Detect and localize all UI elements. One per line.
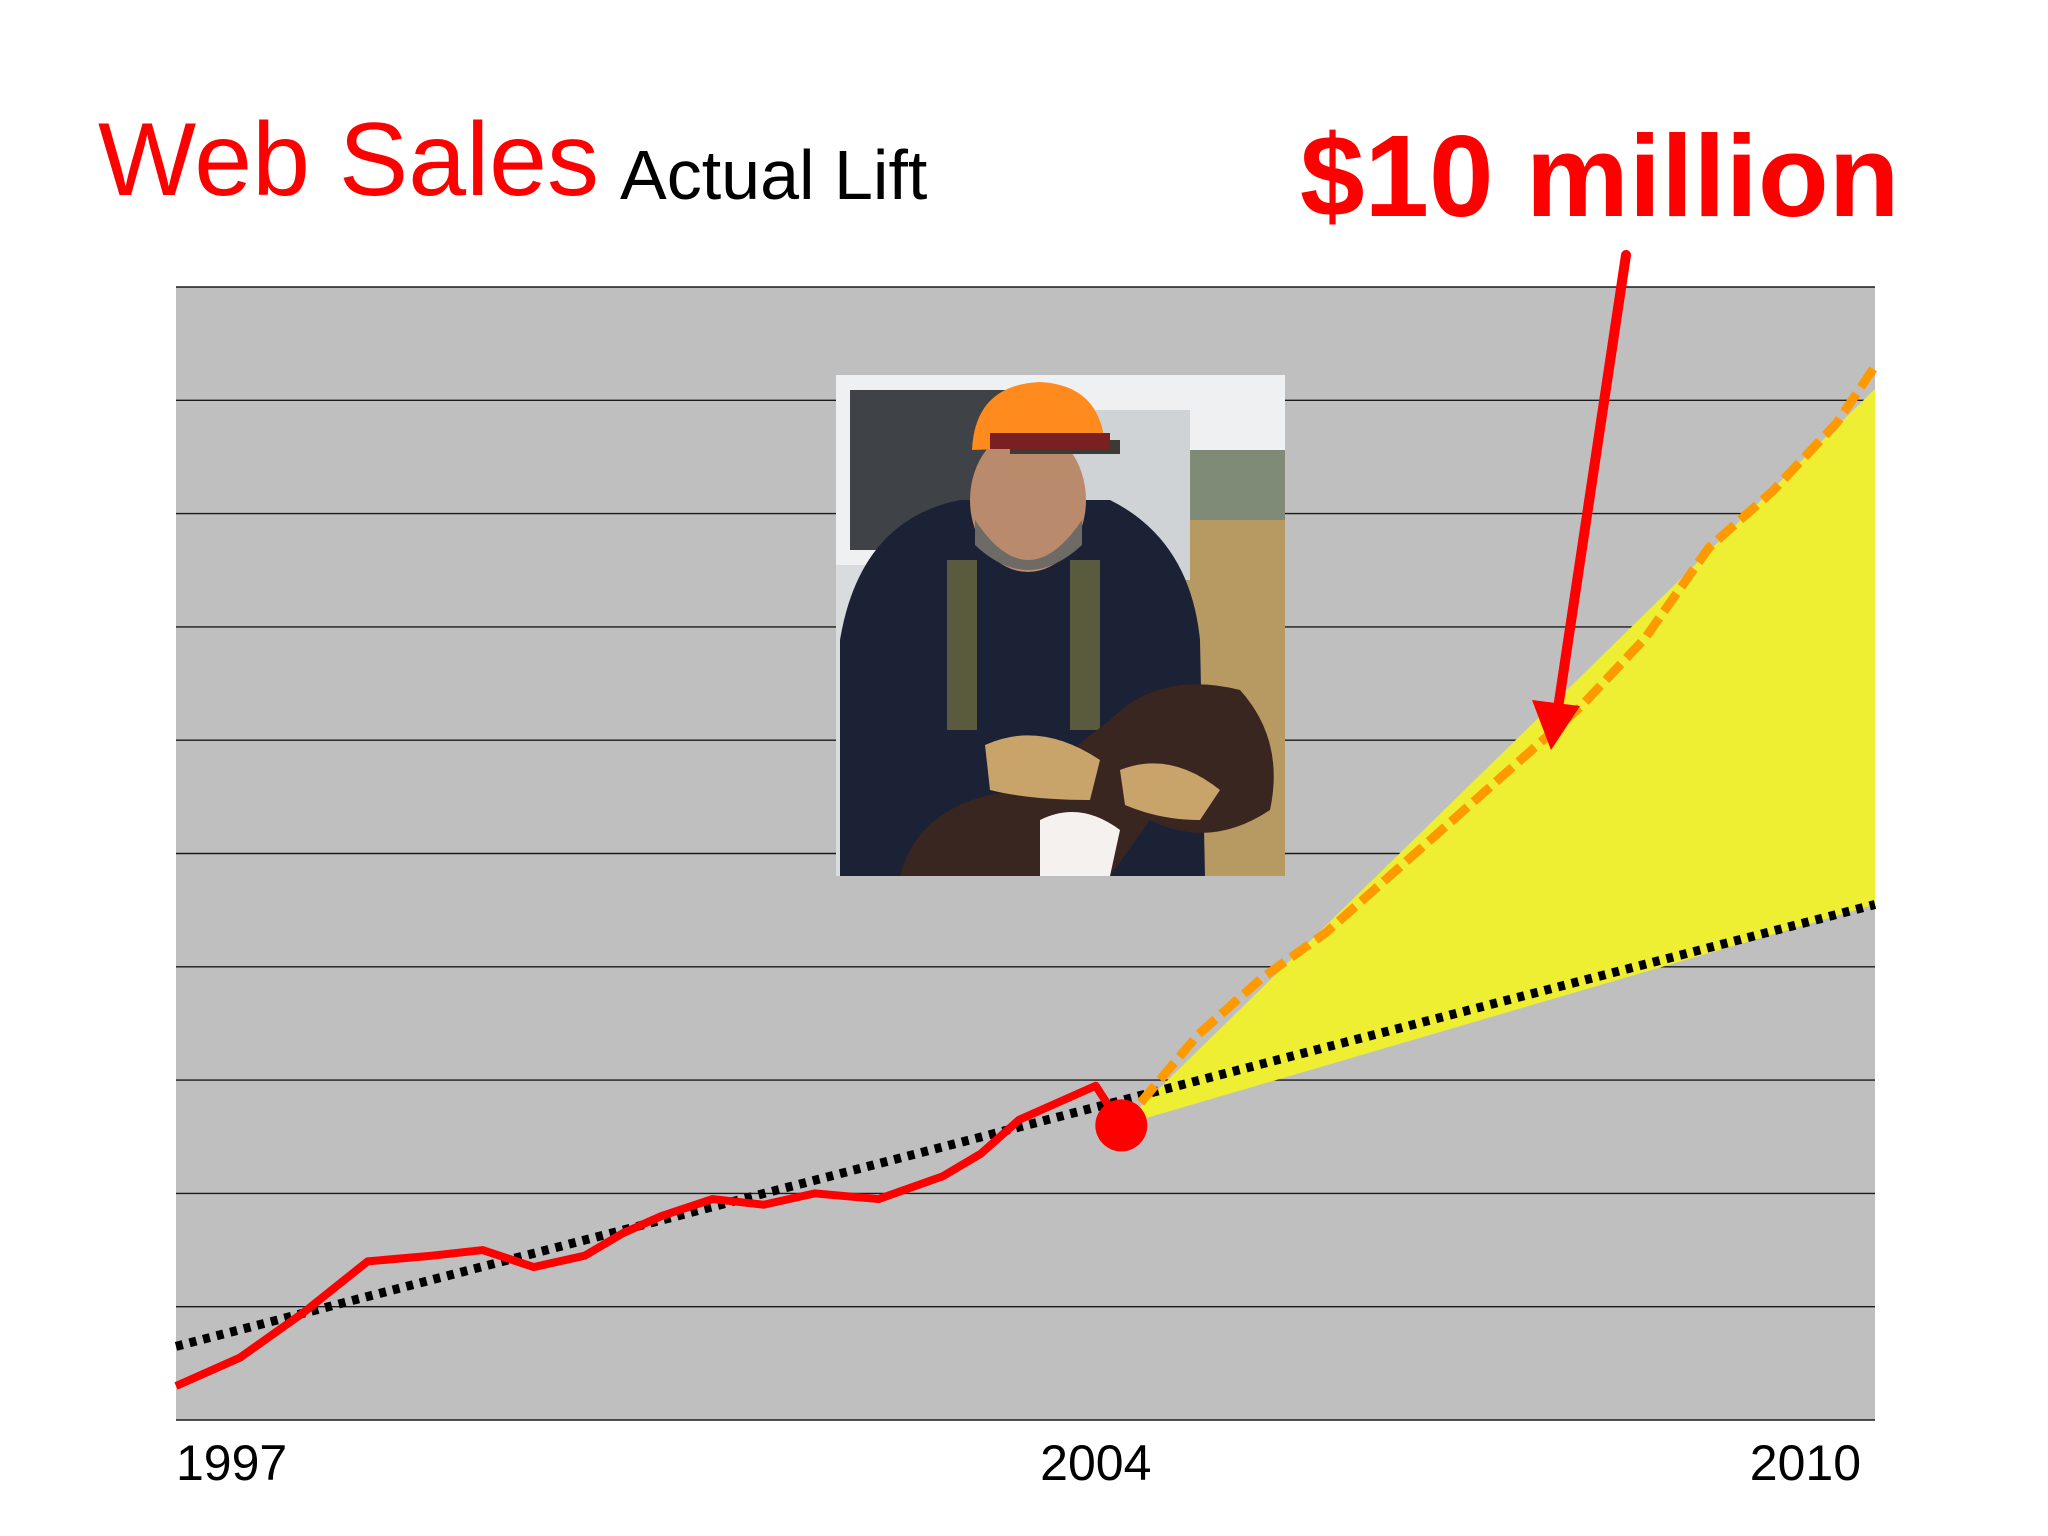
x-tick-label: 2010 bbox=[1750, 1435, 1861, 1491]
x-axis-ticks: 1997 2004 2010 bbox=[176, 1435, 1861, 1491]
trend-line bbox=[174, 900, 1877, 1351]
projected-sales-line bbox=[1117, 363, 1879, 1129]
slide-title: Web Sales bbox=[98, 102, 600, 218]
actual-sales-line bbox=[174, 1081, 1125, 1390]
hunter-with-dog-photo bbox=[836, 375, 1285, 876]
arrow-icon bbox=[1532, 250, 1631, 750]
x-tick-label: 2004 bbox=[1040, 1435, 1151, 1491]
slide-subtitle: Actual Lift bbox=[620, 136, 928, 214]
inflection-marker bbox=[1095, 1099, 1148, 1152]
lift-callout: $10 million bbox=[1300, 111, 1900, 241]
x-tick-label: 1997 bbox=[176, 1435, 287, 1491]
